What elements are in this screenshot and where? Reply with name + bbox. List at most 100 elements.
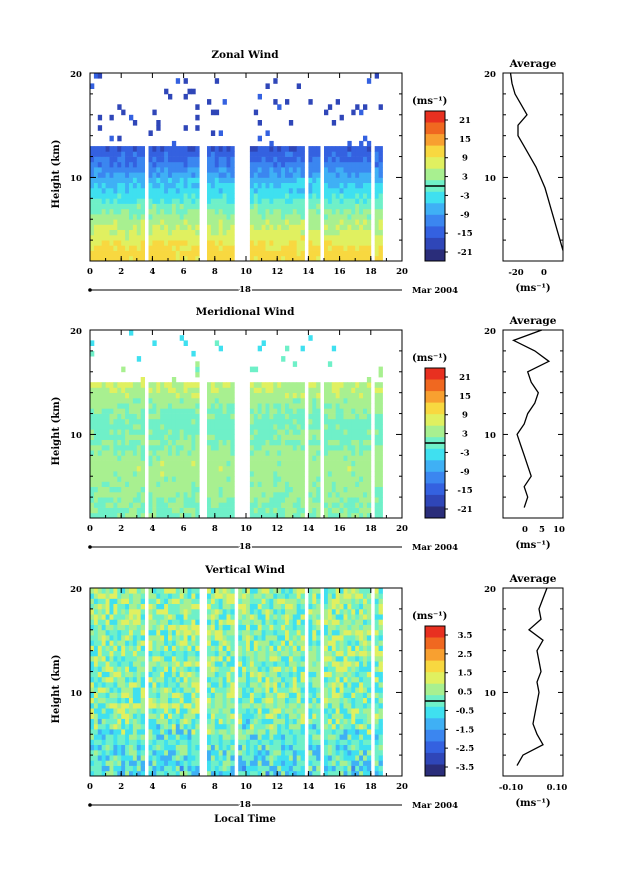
heatmap-cell: [308, 151, 312, 157]
heatmap-cell: [156, 739, 160, 745]
heatmap-cell: [188, 492, 192, 498]
heatmap-cell: [184, 387, 188, 393]
heatmap-cell: [227, 487, 231, 493]
heatmap-cell: [172, 377, 176, 383]
heatmap-cell: [98, 476, 102, 482]
heatmap-cell: [262, 414, 266, 420]
heatmap-cell: [273, 387, 277, 393]
heatmap-cell: [110, 593, 114, 599]
heatmap-cell: [207, 687, 211, 693]
heatmap-cell: [219, 219, 223, 225]
heatmap-cell: [160, 235, 164, 241]
heatmap-cell: [137, 434, 141, 440]
heatmap-cell: [254, 588, 258, 594]
heatmap-cell: [262, 656, 266, 662]
heatmap-cell: [94, 224, 98, 230]
heatmap-cell: [254, 666, 258, 672]
heatmap-cell: [258, 734, 262, 740]
heatmap-cell: [176, 198, 180, 204]
heatmap-cell: [149, 476, 153, 482]
heatmap-cell: [332, 492, 336, 498]
heatmap-cell: [242, 598, 246, 604]
heatmap-cell: [125, 146, 129, 152]
heatmap-cell: [133, 625, 137, 631]
heatmap-cell: [149, 471, 153, 477]
heatmap-cell: [242, 729, 246, 735]
y-axis: 20 10 Height (km): [51, 70, 82, 208]
heatmap-cell: [184, 766, 188, 772]
heatmap-cell: [289, 120, 293, 126]
heatmap-cell: [98, 687, 102, 693]
heatmap-cell: [129, 450, 133, 456]
heatmap-cell: [207, 739, 211, 745]
heatmap-cell: [223, 209, 227, 215]
heatmap-cell: [90, 497, 94, 503]
heatmap-cell: [375, 408, 379, 414]
heatmap-cell: [359, 177, 363, 183]
heatmap-cell: [301, 424, 305, 430]
heatmap-cell: [359, 110, 363, 116]
average-y-tick: 20: [484, 327, 496, 337]
heatmap-cell: [281, 188, 285, 194]
heatmap-cell: [160, 403, 164, 409]
heatmap-cell: [98, 640, 102, 646]
heatmap-cell: [102, 760, 106, 766]
heatmap-cell: [207, 640, 211, 646]
heatmap-cell: [285, 403, 289, 409]
heatmap-cell: [125, 508, 129, 514]
heatmap-cell: [336, 393, 340, 399]
heatmap-cell: [129, 177, 133, 183]
heatmap-cell: [102, 614, 106, 620]
heatmap-cell: [102, 224, 106, 230]
heatmap-cell: [223, 708, 227, 714]
heatmap-cell: [223, 146, 227, 152]
heatmap-cell: [250, 455, 254, 461]
heatmap-cell: [269, 183, 273, 189]
heatmap-cell: [215, 476, 219, 482]
heatmap-cell: [90, 734, 94, 740]
heatmap-cell: [141, 146, 145, 152]
heatmap-cell: [242, 677, 246, 683]
heatmap-cell: [191, 89, 195, 95]
heatmap-cell: [211, 481, 215, 487]
heatmap-cell: [258, 146, 262, 152]
heatmap-cell: [168, 151, 172, 157]
heatmap-cell: [110, 440, 114, 446]
heatmap-cell: [191, 209, 195, 215]
heatmap-cell: [254, 403, 258, 409]
heatmap-cell: [285, 398, 289, 404]
heatmap-cell: [191, 167, 195, 173]
heatmap-cell: [332, 497, 336, 503]
heatmap-cell: [254, 214, 258, 220]
heatmap-cell: [184, 414, 188, 420]
heatmap-cell: [98, 645, 102, 651]
heatmap-cell: [117, 230, 121, 236]
heatmap-cell: [129, 502, 133, 508]
heatmap-cell: [363, 183, 367, 189]
heatmap-cell: [160, 502, 164, 508]
heatmap-cell: [308, 487, 312, 493]
heatmap-cell: [160, 719, 164, 725]
heatmap-cell: [262, 598, 266, 604]
heatmap-cell: [262, 440, 266, 446]
heatmap-cell: [250, 492, 254, 498]
heatmap-cell: [137, 672, 141, 678]
heatmap-cell: [281, 419, 285, 425]
heatmap-cell: [94, 235, 98, 241]
heatmap-cell: [98, 235, 102, 241]
heatmap-cell: [184, 656, 188, 662]
heatmap-cell: [125, 635, 129, 641]
heatmap-cell: [195, 219, 199, 225]
heatmap-cell: [238, 739, 242, 745]
heatmap-cell: [191, 672, 195, 678]
heatmap-cell: [246, 760, 250, 766]
heatmap-cell: [113, 750, 117, 756]
heatmap-cell: [266, 461, 270, 467]
heatmap-cell: [141, 492, 145, 498]
heatmap-cell: [94, 251, 98, 257]
heatmap-cell: [106, 619, 110, 625]
heatmap-cell: [336, 188, 340, 194]
heatmap-cell: [184, 162, 188, 168]
heatmap-cell: [117, 219, 121, 225]
heatmap-cell: [363, 476, 367, 482]
